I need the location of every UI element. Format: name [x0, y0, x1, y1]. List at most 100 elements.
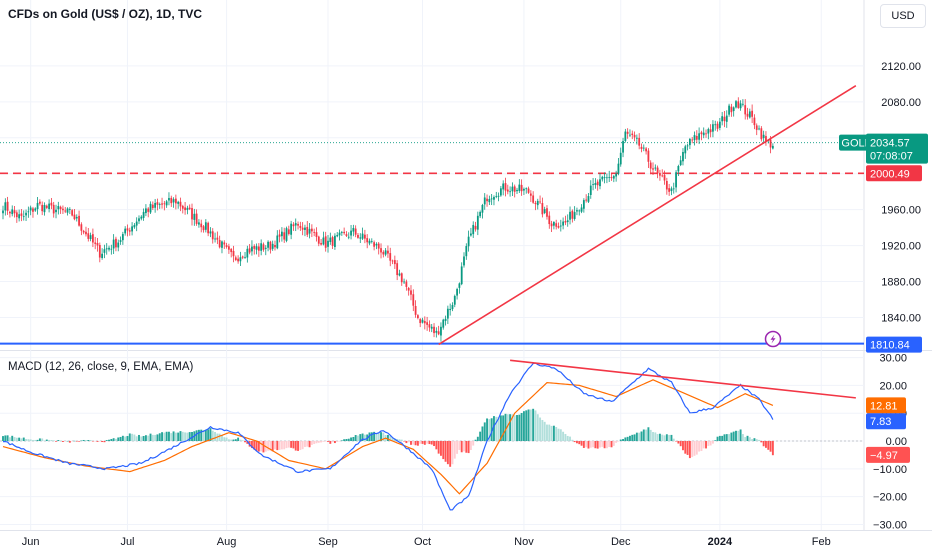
- macd-histogram-bar: [94, 441, 97, 442]
- time-tick-label: 2024: [708, 536, 733, 548]
- macd-histogram-bar: [525, 410, 528, 441]
- macd-histogram-bar: [725, 434, 728, 441]
- candle: [363, 229, 366, 244]
- candle: [64, 206, 67, 214]
- macd-histogram-bar: [135, 436, 138, 441]
- macd-histogram-bar: [80, 440, 83, 442]
- macd-histogram-bar: [668, 434, 671, 441]
- macd-histogram-bar: [451, 441, 454, 465]
- macd-histogram-bar: [449, 441, 452, 467]
- candle: [700, 130, 703, 141]
- candle: [566, 214, 569, 227]
- candle: [725, 110, 728, 128]
- macd-histogram-bar: [760, 441, 763, 443]
- candle: [108, 245, 110, 252]
- macd-histogram-bar: [534, 410, 537, 441]
- macd-histogram-bar: [543, 421, 546, 441]
- candle: [55, 204, 57, 219]
- macd-histogram-bar: [59, 440, 62, 442]
- macd-histogram-bar: [61, 441, 64, 442]
- macd-histogram-bar: [640, 431, 643, 441]
- macd-histogram-bar: [599, 441, 601, 448]
- candle: [470, 227, 472, 237]
- macd-histogram-bar: [511, 414, 514, 441]
- macd-histogram-bar: [638, 432, 641, 441]
- candle: [82, 229, 85, 235]
- macd-histogram-bar: [536, 414, 539, 441]
- candle: [161, 197, 163, 209]
- macd-histogram-bar: [85, 440, 87, 441]
- candle: [659, 169, 661, 181]
- candle: [105, 243, 108, 255]
- candle: [451, 302, 454, 312]
- macd-histogram-bar: [421, 441, 424, 444]
- macd-histogram-bar: [617, 441, 620, 442]
- candle: [599, 173, 601, 190]
- candle: [101, 248, 104, 260]
- candle: [612, 175, 615, 183]
- macd-histogram-bar: [373, 431, 376, 441]
- candles-layer[interactable]: [2, 97, 774, 342]
- macd-histogram-bar: [405, 441, 408, 444]
- macd-histogram-bar: [416, 441, 419, 446]
- macd-histogram-bar: [350, 437, 353, 441]
- macd-histogram-bar: [410, 441, 412, 445]
- candle: [354, 225, 357, 238]
- trendlines-layer[interactable]: [438, 85, 857, 399]
- macd-histogram-bar: [603, 441, 606, 449]
- candle: [587, 193, 590, 204]
- uptrend-line[interactable]: [438, 85, 857, 346]
- macd-histogram-bar: [396, 438, 399, 441]
- macd-histogram-bar: [691, 441, 694, 458]
- price-axis-layer[interactable]: 1840.001880.001920.001960.002000.002040.…: [881, 61, 921, 325]
- lightning-icon[interactable]: [764, 330, 782, 348]
- time-tick-label: Dec: [611, 536, 631, 548]
- macd-histogram-bar: [552, 425, 555, 441]
- candle: [41, 201, 44, 216]
- candle: [214, 232, 216, 243]
- macd-histogram-bar: [22, 437, 25, 441]
- time-axis-layer[interactable]: Jun Jul Aug Sep Oct Nov Dec 2024 Feb: [22, 536, 831, 548]
- macd-histogram-bar: [723, 434, 726, 441]
- support-price-badge: 1810.84: [866, 336, 922, 353]
- macd-histogram-bar: [698, 441, 701, 452]
- macd-histogram-bar: [188, 432, 191, 441]
- candle: [693, 131, 696, 146]
- macd-histogram-bar: [181, 431, 184, 441]
- macd-histogram-bar: [133, 434, 136, 441]
- candle: [444, 315, 447, 326]
- candle: [121, 231, 124, 245]
- candle: [546, 205, 548, 220]
- macd-histogram-bar: [488, 419, 491, 441]
- time-tick-label: Feb: [812, 536, 831, 548]
- candle: [4, 198, 7, 216]
- macd-histogram-bar: [677, 441, 680, 444]
- macd-histogram-bar: [403, 441, 406, 442]
- macd-histogram-bar: [469, 441, 472, 451]
- candle: [15, 210, 18, 223]
- candle: [453, 294, 456, 308]
- time-tick-label: Nov: [514, 536, 534, 548]
- macd-histogram-bar: [739, 429, 742, 441]
- macd-histogram-bar: [38, 438, 41, 441]
- grid-layer: [0, 0, 864, 530]
- macd-histogram-bar: [744, 437, 747, 441]
- candle: [287, 225, 290, 236]
- macd-histogram-bar: [48, 439, 51, 441]
- macd-histogram-bar: [368, 432, 371, 441]
- candle: [437, 325, 440, 336]
- candle: [728, 103, 730, 117]
- macd-tick-label: 20.00: [879, 380, 907, 392]
- macd-histogram-bar: [253, 441, 256, 450]
- candle: [541, 197, 544, 218]
- macd-trend-line[interactable]: [510, 359, 856, 399]
- currency-selector[interactable]: USD: [880, 4, 926, 28]
- macd-histogram-bar: [324, 441, 327, 442]
- macd-histogram-bar: [87, 440, 90, 441]
- svg-text:−4.97: −4.97: [870, 450, 898, 462]
- macd-histogram-bar: [50, 440, 53, 441]
- candle: [32, 206, 34, 218]
- horizontal-lines-layer: [0, 172, 864, 345]
- candle: [709, 124, 712, 138]
